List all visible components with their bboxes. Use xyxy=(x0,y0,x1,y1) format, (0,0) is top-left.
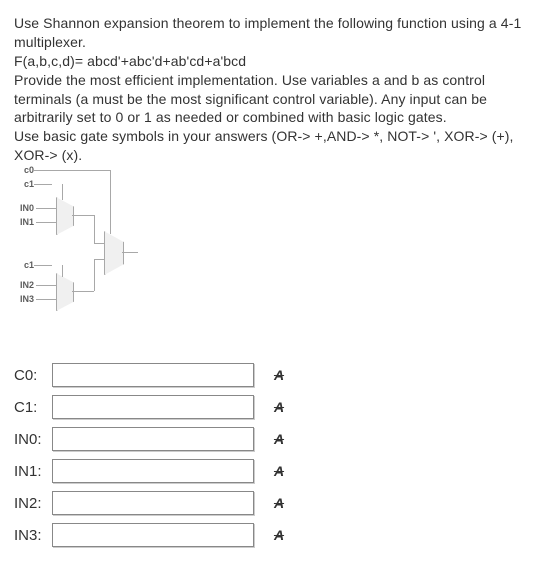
field-input-in3[interactable] xyxy=(52,523,254,547)
mux-upper-icon xyxy=(56,197,74,235)
format-icon[interactable]: A xyxy=(272,367,286,383)
format-icon[interactable]: A xyxy=(272,431,286,447)
format-icon[interactable]: A xyxy=(272,495,286,511)
field-row-c1: C1: A xyxy=(14,395,539,419)
problem-statement: Use Shannon expansion theorem to impleme… xyxy=(14,14,539,165)
mux-lower-icon xyxy=(56,273,74,311)
field-row-in0: IN0: A xyxy=(14,427,539,451)
field-input-in1[interactable] xyxy=(52,459,254,483)
answer-fields: C0: A C1: A IN0: A IN1: A IN2: A IN3: A xyxy=(14,363,539,547)
field-label: IN0: xyxy=(14,431,52,448)
mux-diagram: c0 c1 IN0 IN1 c1 IN2 IN3 xyxy=(14,165,174,335)
field-row-in2: IN2: A xyxy=(14,491,539,515)
diagram-label-in0: IN0 xyxy=(20,203,34,213)
field-input-c0[interactable] xyxy=(52,363,254,387)
field-row-in3: IN3: A xyxy=(14,523,539,547)
diagram-label-in2: IN2 xyxy=(20,280,34,290)
problem-p2: F(a,b,c,d)= abcd'+abc'd+ab'cd+a'bcd xyxy=(14,52,539,71)
diagram-label-in1: IN1 xyxy=(20,217,34,227)
field-input-in2[interactable] xyxy=(52,491,254,515)
field-label: IN2: xyxy=(14,495,52,512)
diagram-label-in3: IN3 xyxy=(20,294,34,304)
format-icon[interactable]: A xyxy=(272,399,286,415)
problem-p3: Provide the most efficient implementatio… xyxy=(14,71,539,128)
problem-p4: Use basic gate symbols in your answers (… xyxy=(14,127,539,165)
diagram-label-c1-a: c1 xyxy=(24,179,34,189)
field-label: IN3: xyxy=(14,527,52,544)
field-label: IN1: xyxy=(14,463,52,480)
field-row-c0: C0: A xyxy=(14,363,539,387)
diagram-label-c0-a: c0 xyxy=(24,165,34,175)
diagram-label-c1-b: c1 xyxy=(24,260,34,270)
field-label: C1: xyxy=(14,399,52,416)
mux-final-icon xyxy=(104,231,124,275)
problem-p1: Use Shannon expansion theorem to impleme… xyxy=(14,14,539,52)
field-input-in0[interactable] xyxy=(52,427,254,451)
field-input-c1[interactable] xyxy=(52,395,254,419)
field-row-in1: IN1: A xyxy=(14,459,539,483)
format-icon[interactable]: A xyxy=(272,463,286,479)
format-icon[interactable]: A xyxy=(272,527,286,543)
field-label: C0: xyxy=(14,367,52,384)
